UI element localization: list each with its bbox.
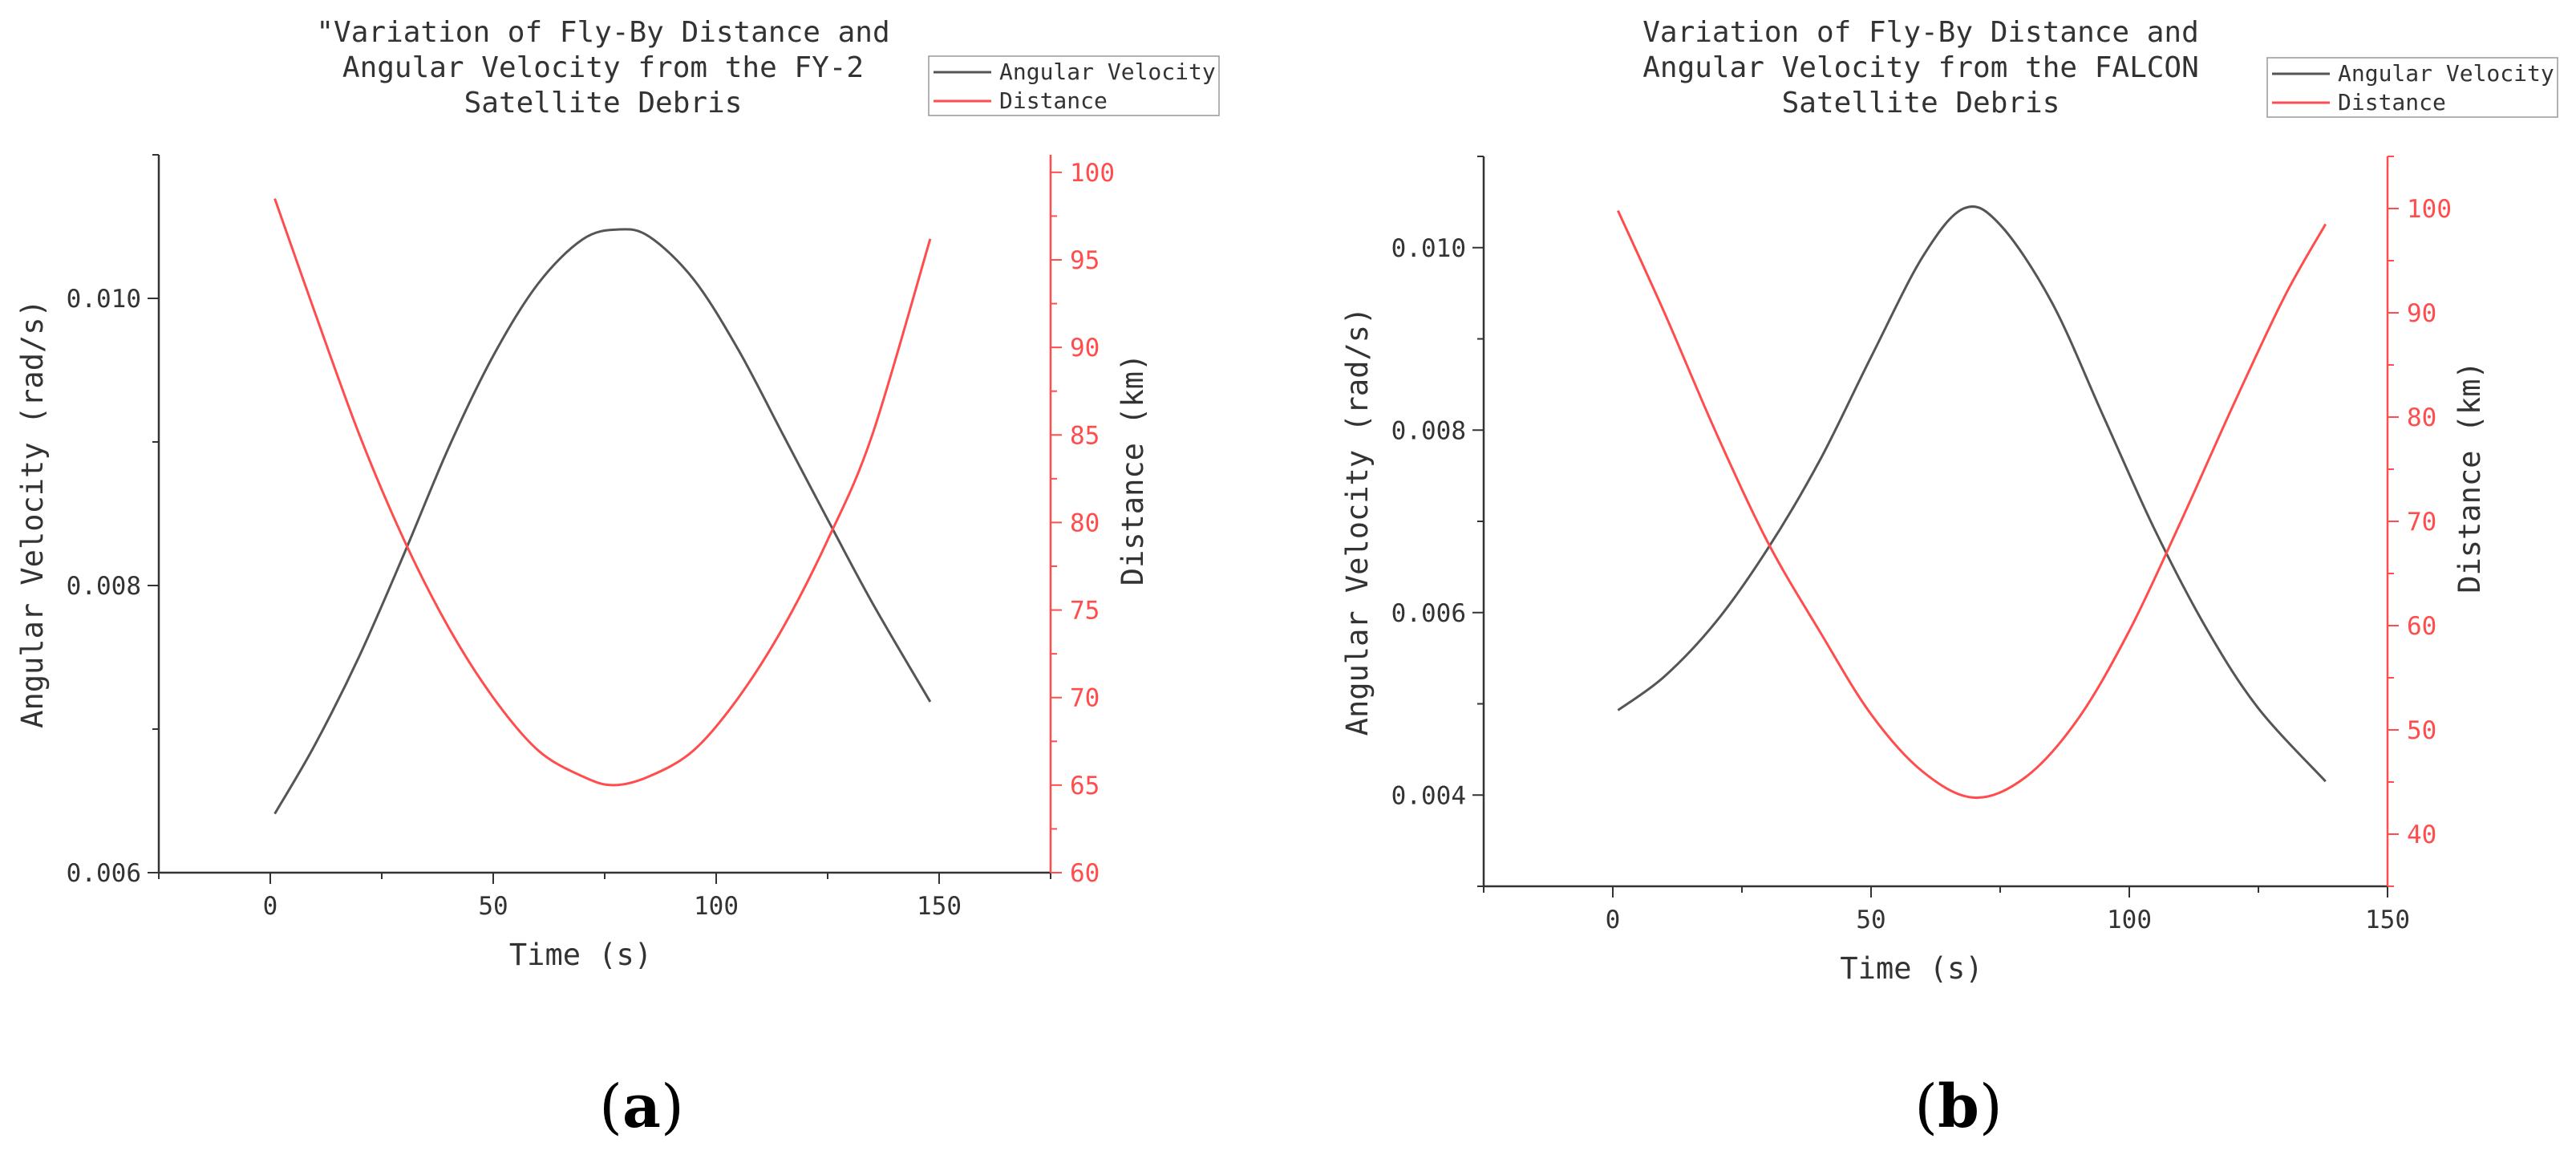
chart-title-line: Angular Velocity from the FALCON — [1642, 51, 2199, 84]
chart-title-line: Satellite Debris — [1782, 87, 2060, 120]
chart-title: Variation of Fly-By Distance and Angular … — [1642, 16, 2199, 120]
right-y-tick-label: 80 — [1070, 509, 1100, 537]
angular-velocity-line — [1617, 205, 2327, 783]
chart-title-line: Variation of Fly-By Distance and — [1642, 16, 2199, 49]
right-y-axis-label: Distance (km) — [1116, 354, 1150, 586]
right-y-tick-label: 70 — [2407, 508, 2436, 537]
left-y-tick-label: 0.006 — [67, 859, 141, 888]
x-tick-label: 50 — [1856, 906, 1885, 934]
angular-velocity-line — [273, 228, 932, 815]
legend-label: Angular Velocity — [2338, 60, 2554, 87]
right-y-tick-label: 90 — [2407, 299, 2436, 328]
legend-box — [2266, 57, 2558, 118]
chart-title: "Variation of Fly-By Distance and Angular… — [316, 16, 889, 120]
chart-title-line: Angular Velocity from the FY-2 — [342, 51, 864, 84]
right-y-tick-label: 75 — [1070, 597, 1100, 626]
x-tick-label: 150 — [917, 892, 962, 921]
x-tick-label: 0 — [1606, 906, 1621, 934]
legend-label: Angular Velocity — [999, 59, 1216, 85]
left-y-tick-label: 0.008 — [67, 572, 141, 601]
distance-line — [273, 198, 932, 787]
legend-box — [928, 55, 1220, 116]
x-tick-label: 50 — [478, 892, 508, 921]
left-y-tick-label: 0.008 — [1391, 416, 1466, 445]
x-tick-label: 0 — [263, 892, 278, 921]
right-y-tick-label: 100 — [1070, 159, 1115, 188]
right-y-tick-label: 70 — [1070, 684, 1100, 713]
left-y-tick-label: 0.006 — [1391, 599, 1466, 628]
right-y-axis-label: Distance (km) — [2452, 361, 2487, 594]
right-y-tick-label: 60 — [2407, 612, 2436, 641]
panel-a-caption: (a) — [599, 1072, 684, 1141]
distance-line — [1617, 209, 2327, 800]
legend-label: Distance — [999, 87, 1108, 114]
panel-b-caption: (b) — [1914, 1072, 2003, 1141]
left-y-axis-label: Angular Velocity (rad/s) — [1340, 307, 1375, 736]
x-axis-label: Time (s) — [1840, 951, 1983, 986]
x-tick-label: 100 — [2107, 906, 2152, 934]
right-y-tick-label: 95 — [1070, 246, 1100, 275]
chart-panel-b: Variation of Fly-By Distance and Angular … — [1340, 16, 2558, 986]
right-y-tick-label: 85 — [1070, 421, 1100, 450]
left-y-tick-label: 0.010 — [1391, 234, 1466, 263]
right-y-tick-label: 90 — [1070, 334, 1100, 363]
right-y-tick-label: 60 — [1070, 859, 1100, 888]
right-y-tick-label: 80 — [2407, 403, 2436, 432]
legend-label: Distance — [2338, 89, 2446, 115]
right-y-tick-label: 65 — [1070, 772, 1100, 800]
x-axis-label: Time (s) — [509, 938, 652, 972]
x-tick-label: 150 — [2365, 906, 2410, 934]
chart-panel-a: "Variation of Fly-By Distance and Angular… — [15, 16, 1220, 972]
left-y-tick-label: 0.010 — [67, 285, 141, 314]
left-y-tick-label: 0.004 — [1391, 781, 1466, 810]
x-tick-label: 100 — [694, 892, 739, 921]
chart-title-line: "Variation of Fly-By Distance and — [316, 16, 889, 49]
right-y-tick-label: 40 — [2407, 821, 2436, 849]
left-y-axis-label: Angular Velocity (rad/s) — [15, 299, 50, 728]
right-y-tick-label: 100 — [2407, 195, 2452, 224]
right-y-tick-label: 50 — [2407, 716, 2436, 745]
chart-title-line: Satellite Debris — [464, 87, 743, 120]
